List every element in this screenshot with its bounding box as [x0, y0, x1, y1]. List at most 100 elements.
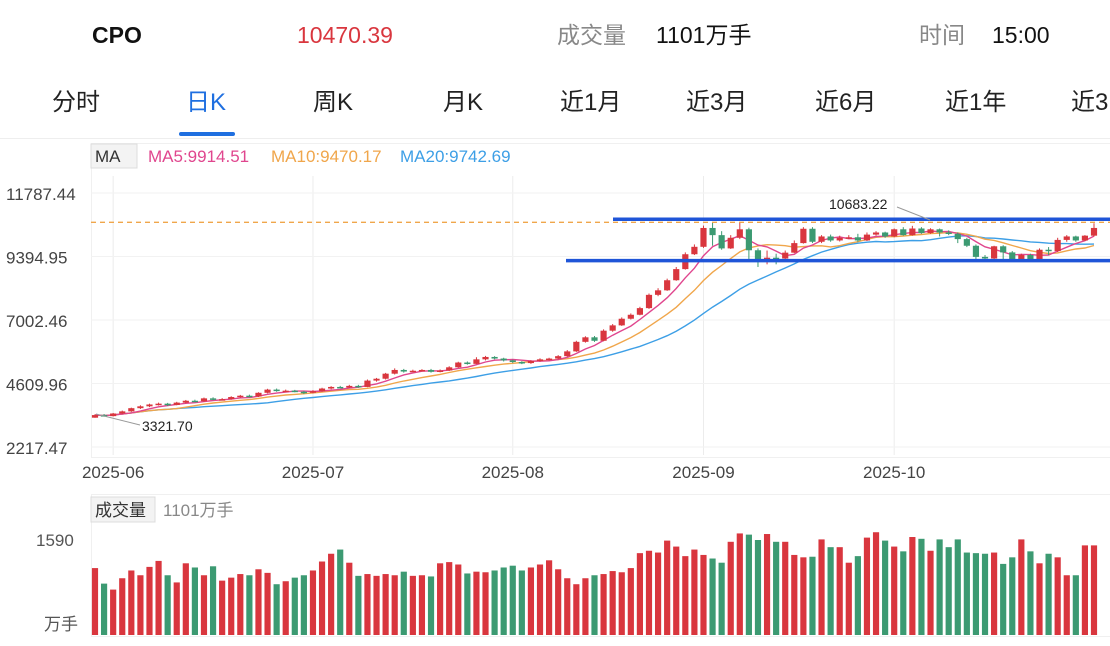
candle-body — [1018, 255, 1025, 261]
volume-unit: 万手 — [44, 615, 78, 634]
candle — [1072, 235, 1079, 242]
volume-bar — [872, 532, 880, 635]
tab-monthly-k[interactable]: 月K — [443, 89, 484, 116]
candle-body — [409, 370, 416, 373]
candle — [872, 231, 880, 236]
y-tick-label: 9394.95 — [6, 248, 67, 267]
candle — [673, 266, 680, 281]
candle-body — [609, 325, 616, 331]
candle-body — [900, 229, 907, 236]
volume-bar — [110, 589, 117, 635]
candle-body — [309, 391, 317, 393]
volume-bar — [1027, 551, 1034, 635]
low-annotation-leader — [95, 413, 141, 426]
volume-bar — [691, 549, 698, 635]
volume-bar — [836, 547, 843, 635]
volume-bar — [228, 577, 235, 635]
ma-legend-box — [90, 143, 138, 169]
candle — [373, 377, 380, 382]
candle-body — [736, 229, 743, 238]
candle-body — [745, 229, 752, 251]
candle — [954, 232, 961, 244]
candle-body — [981, 256, 989, 259]
candle-body — [282, 390, 289, 393]
candle — [464, 361, 471, 365]
volume-bar — [564, 578, 571, 635]
candle-body — [110, 413, 117, 417]
volume-bar — [1045, 553, 1052, 635]
tab-3-months[interactable]: 近3月 — [686, 89, 748, 116]
candle — [173, 401, 180, 406]
volume-bar — [527, 567, 535, 635]
candle-body — [818, 236, 825, 242]
ma20-line — [94, 235, 1095, 417]
high-annotation: 10683.22 — [829, 196, 888, 212]
candle-body — [936, 229, 943, 233]
candle — [546, 357, 553, 361]
volume-label: 成交量 — [557, 22, 626, 48]
tab-3-years[interactable]: 近3 — [1071, 89, 1109, 116]
candle — [391, 368, 398, 375]
candle-body — [555, 356, 562, 359]
volume-bar — [1090, 545, 1098, 635]
volume-bar — [745, 534, 752, 635]
volume-bar — [891, 546, 898, 635]
candle-body — [518, 362, 525, 364]
volume-bar — [618, 572, 625, 635]
volume-bar — [727, 541, 734, 635]
tab-1-year[interactable]: 近1年 — [945, 89, 1007, 116]
volume-bar — [146, 566, 153, 635]
tab-6-months[interactable]: 近6月 — [815, 89, 877, 116]
volume-bar — [400, 571, 407, 635]
volume-bar — [854, 556, 861, 635]
ma10-line — [94, 231, 1095, 417]
volume-bar — [391, 575, 398, 635]
candle — [509, 359, 516, 364]
candle — [400, 368, 407, 373]
candle — [1090, 223, 1098, 237]
candle-body — [1054, 239, 1061, 252]
volume-bar — [1018, 539, 1025, 635]
time-value: 15:00 — [992, 22, 1050, 48]
volume-bar — [591, 575, 598, 635]
candle — [1054, 237, 1061, 253]
candle — [945, 230, 952, 236]
candle — [137, 405, 144, 409]
candle — [473, 357, 480, 365]
candle-body — [146, 404, 153, 407]
volume-bar — [418, 575, 426, 635]
candle-body — [200, 398, 208, 402]
candle — [182, 399, 189, 404]
candle — [200, 397, 208, 402]
ma20-value: MA20:9742.69 — [400, 147, 511, 166]
tab-daily-k[interactable]: 日K — [186, 89, 227, 116]
candle — [1000, 245, 1007, 261]
candle-body — [119, 411, 126, 414]
candle-body — [991, 246, 998, 259]
candle — [882, 231, 889, 238]
candle — [818, 235, 825, 244]
volume-bar — [1081, 545, 1089, 635]
candle — [918, 227, 925, 234]
candle-body — [482, 356, 489, 360]
volume-bar — [682, 556, 689, 635]
candle-body — [827, 236, 834, 241]
candle-body — [273, 389, 280, 392]
tab-weekly-k[interactable]: 周K — [313, 89, 354, 116]
candle-body — [473, 359, 480, 364]
volume-bar — [1072, 575, 1079, 635]
candle — [863, 232, 871, 241]
candle-body — [355, 385, 362, 388]
candle — [318, 387, 326, 392]
low-annotation: 3321.70 — [142, 418, 193, 434]
candle-body — [137, 406, 144, 409]
volume-bar — [446, 562, 453, 635]
tab-1-month[interactable]: 近1月 — [560, 89, 622, 116]
volume-bar — [500, 567, 507, 635]
candle — [827, 234, 834, 242]
volume-bar — [827, 547, 834, 635]
tab-intraday[interactable]: 分时 — [52, 89, 100, 116]
candle — [409, 369, 416, 373]
candle — [119, 410, 126, 415]
